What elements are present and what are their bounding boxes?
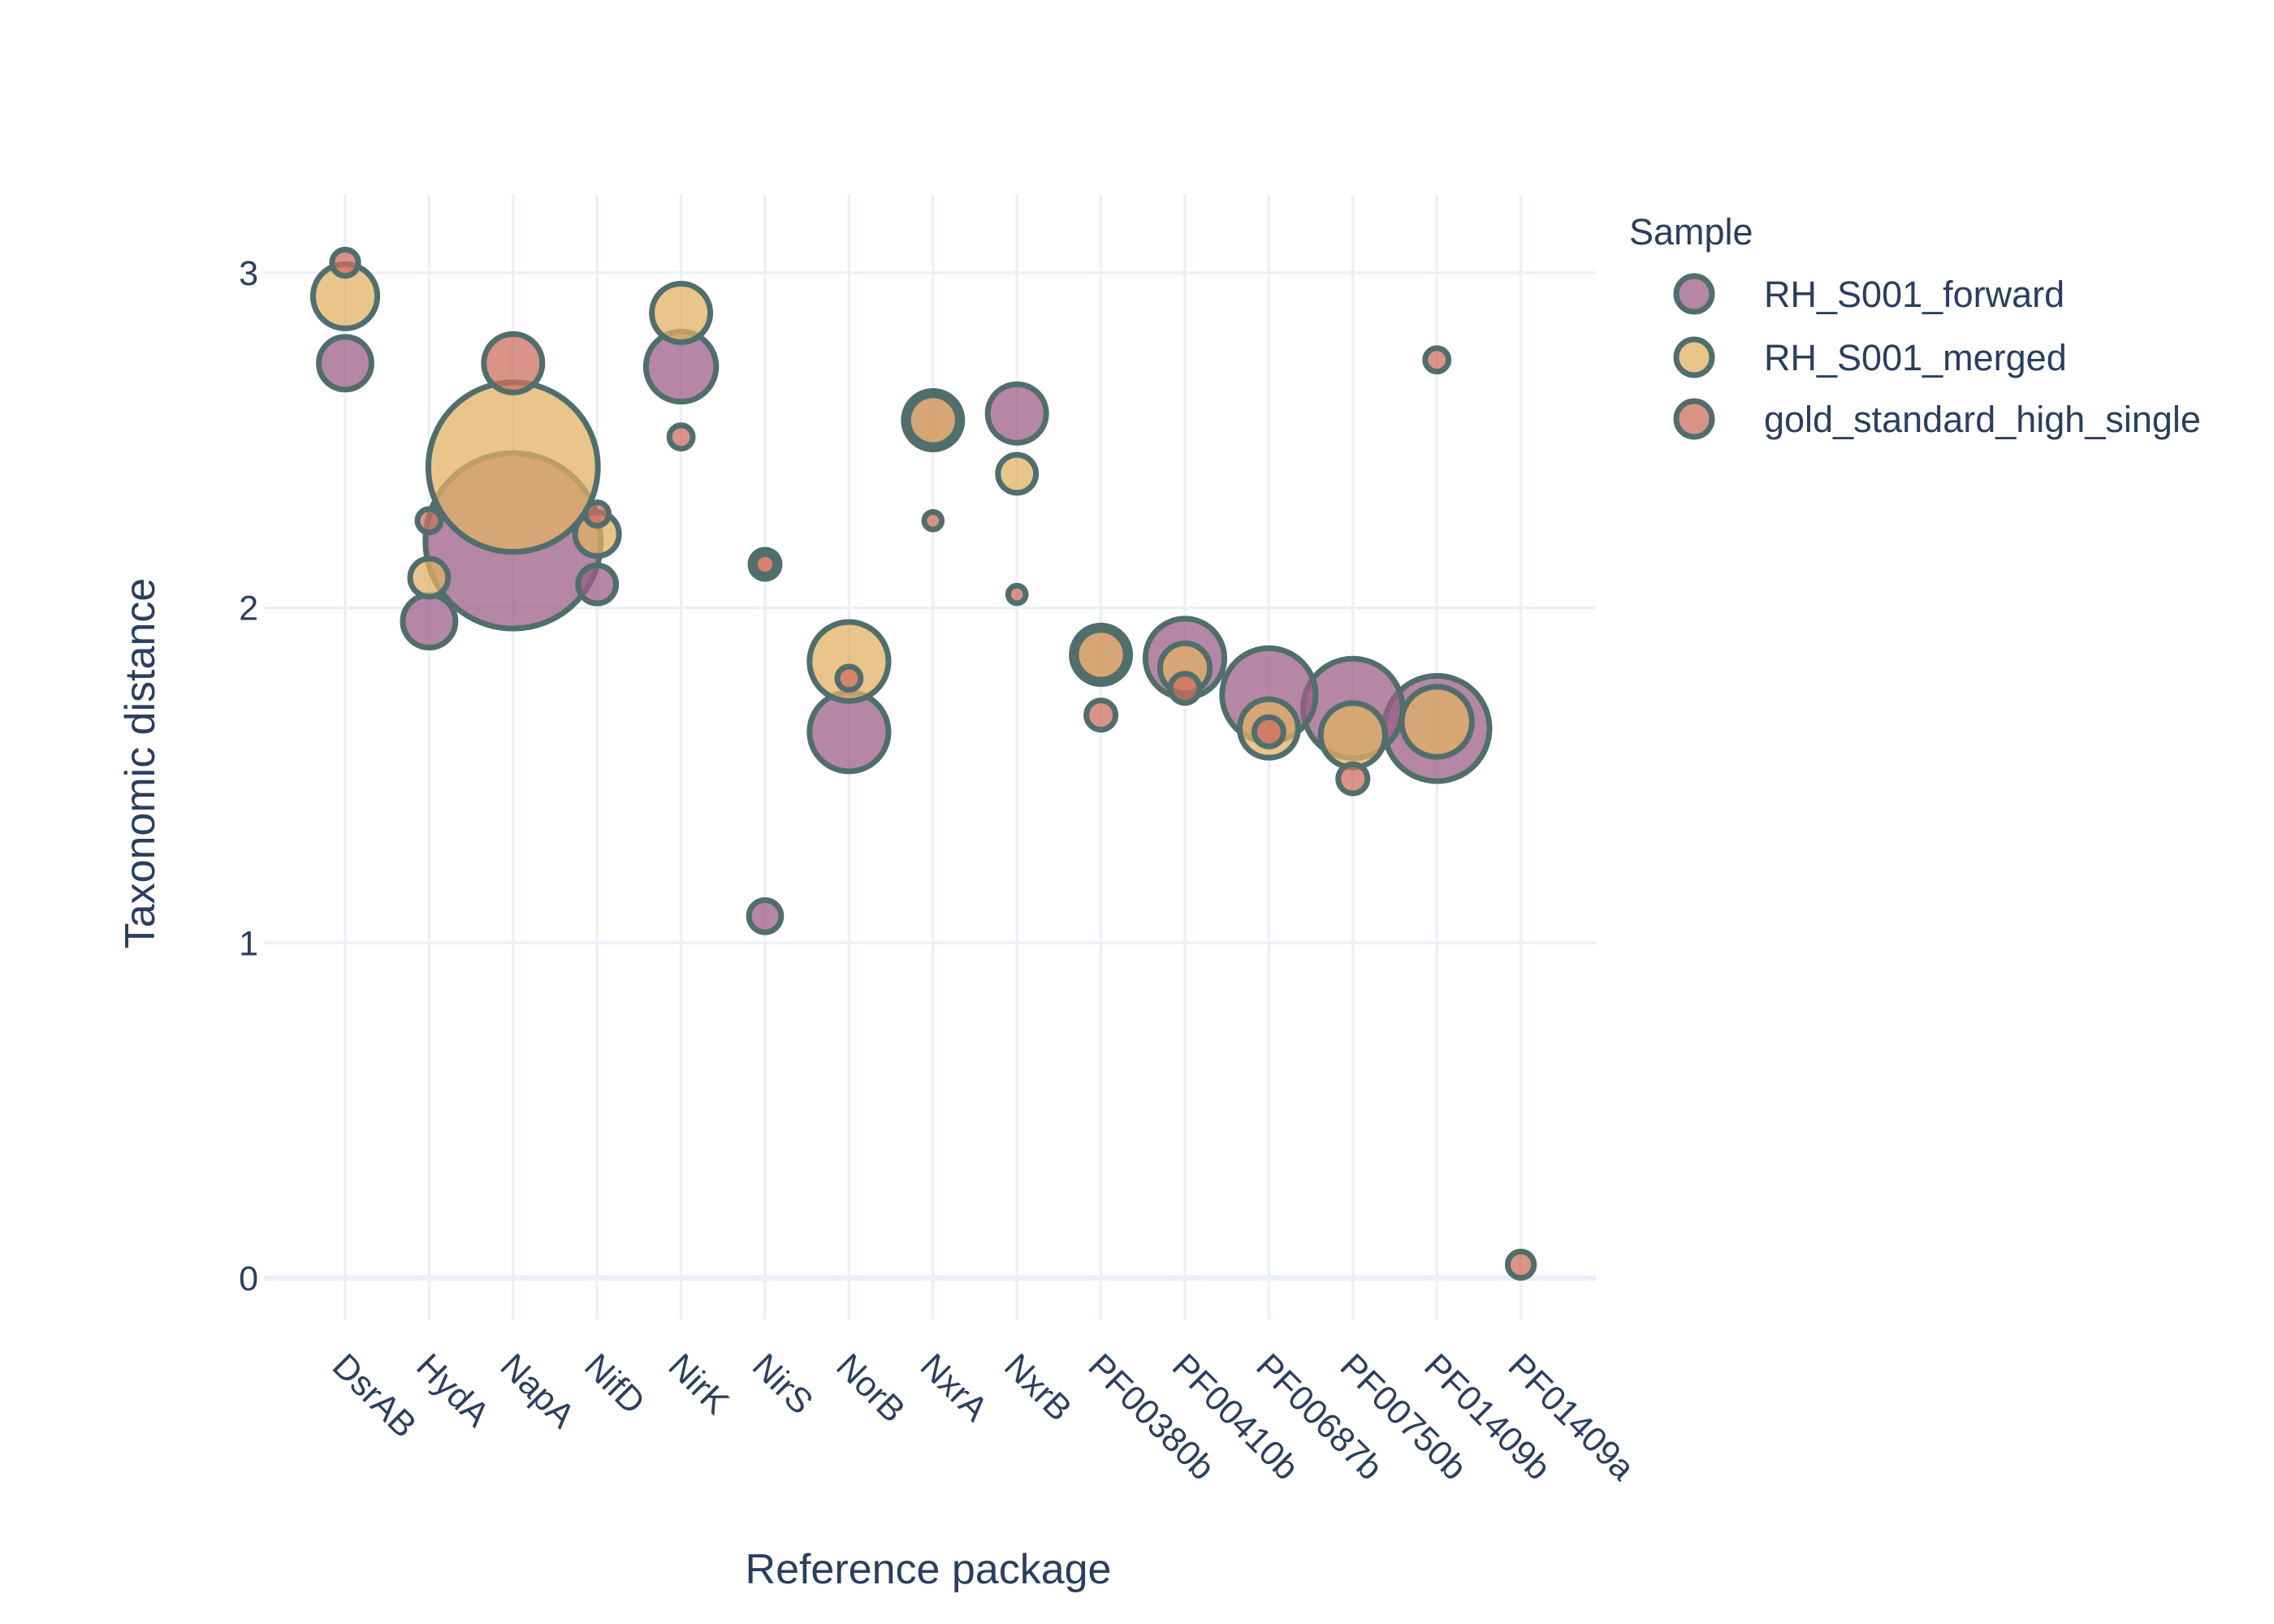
data-point [414,506,444,536]
data-point [834,663,864,693]
data-point [995,451,1040,496]
legend-label: gold_standard_high_single [1764,399,2201,440]
legend-marker [1673,398,1715,440]
data-point [1317,700,1388,771]
data-point [329,246,361,279]
x-tick-label: NorB [828,1346,912,1430]
data-point [1167,671,1203,706]
legend-marker [1673,336,1715,378]
x-tick-label: NxrA [913,1346,996,1429]
data-point [806,619,892,704]
data-point [1251,714,1286,749]
legend-label: RH_S001_merged [1764,337,2067,378]
data-markers [309,246,1537,1281]
data-point [666,422,696,452]
legend-marker [1673,273,1715,315]
data-point [806,689,892,775]
data-point [400,592,459,651]
data-point [984,381,1049,446]
data-point [746,896,785,935]
data-point [1504,1248,1537,1281]
legend: Sample RH_S001_forward RH_S001_mergedgold… [1629,211,2201,440]
legend-title: Sample [1629,211,1753,253]
data-point [1073,627,1129,683]
data-point [751,551,779,578]
data-point [649,280,714,345]
y-tick-label: 0 [239,1259,258,1298]
y-axis-title: Taxonomic distance [117,578,164,949]
legend-label: RH_S001_forward [1764,274,2064,315]
data-point [582,499,612,529]
y-tick-label: 2 [239,590,258,628]
y-tick-labels: 0 1 2 3 [239,254,258,1298]
x-axis-title: Reference package [746,1546,1112,1593]
y-tick-label: 3 [239,254,258,293]
data-point [407,555,452,600]
data-point [1422,345,1452,375]
data-point [1083,698,1119,733]
data-point [316,334,374,393]
data-point [1005,582,1029,607]
x-tick-label: DsrAB [325,1346,424,1445]
data-point [481,330,546,395]
data-point [1399,684,1475,760]
x-tick-label: HydA [409,1346,497,1435]
x-tick-label: NifD [577,1346,652,1422]
y-tick-label: 1 [239,924,258,963]
x-tick-label: NirK [661,1346,737,1422]
x-tick-label: NirS [745,1346,820,1422]
data-point [905,392,961,448]
x-tick-label: NxrB [996,1346,1079,1429]
data-point [425,379,601,555]
data-point [575,562,620,607]
x-tick-label: NapA [493,1346,582,1436]
data-point [921,508,945,533]
data-point [1335,761,1371,797]
